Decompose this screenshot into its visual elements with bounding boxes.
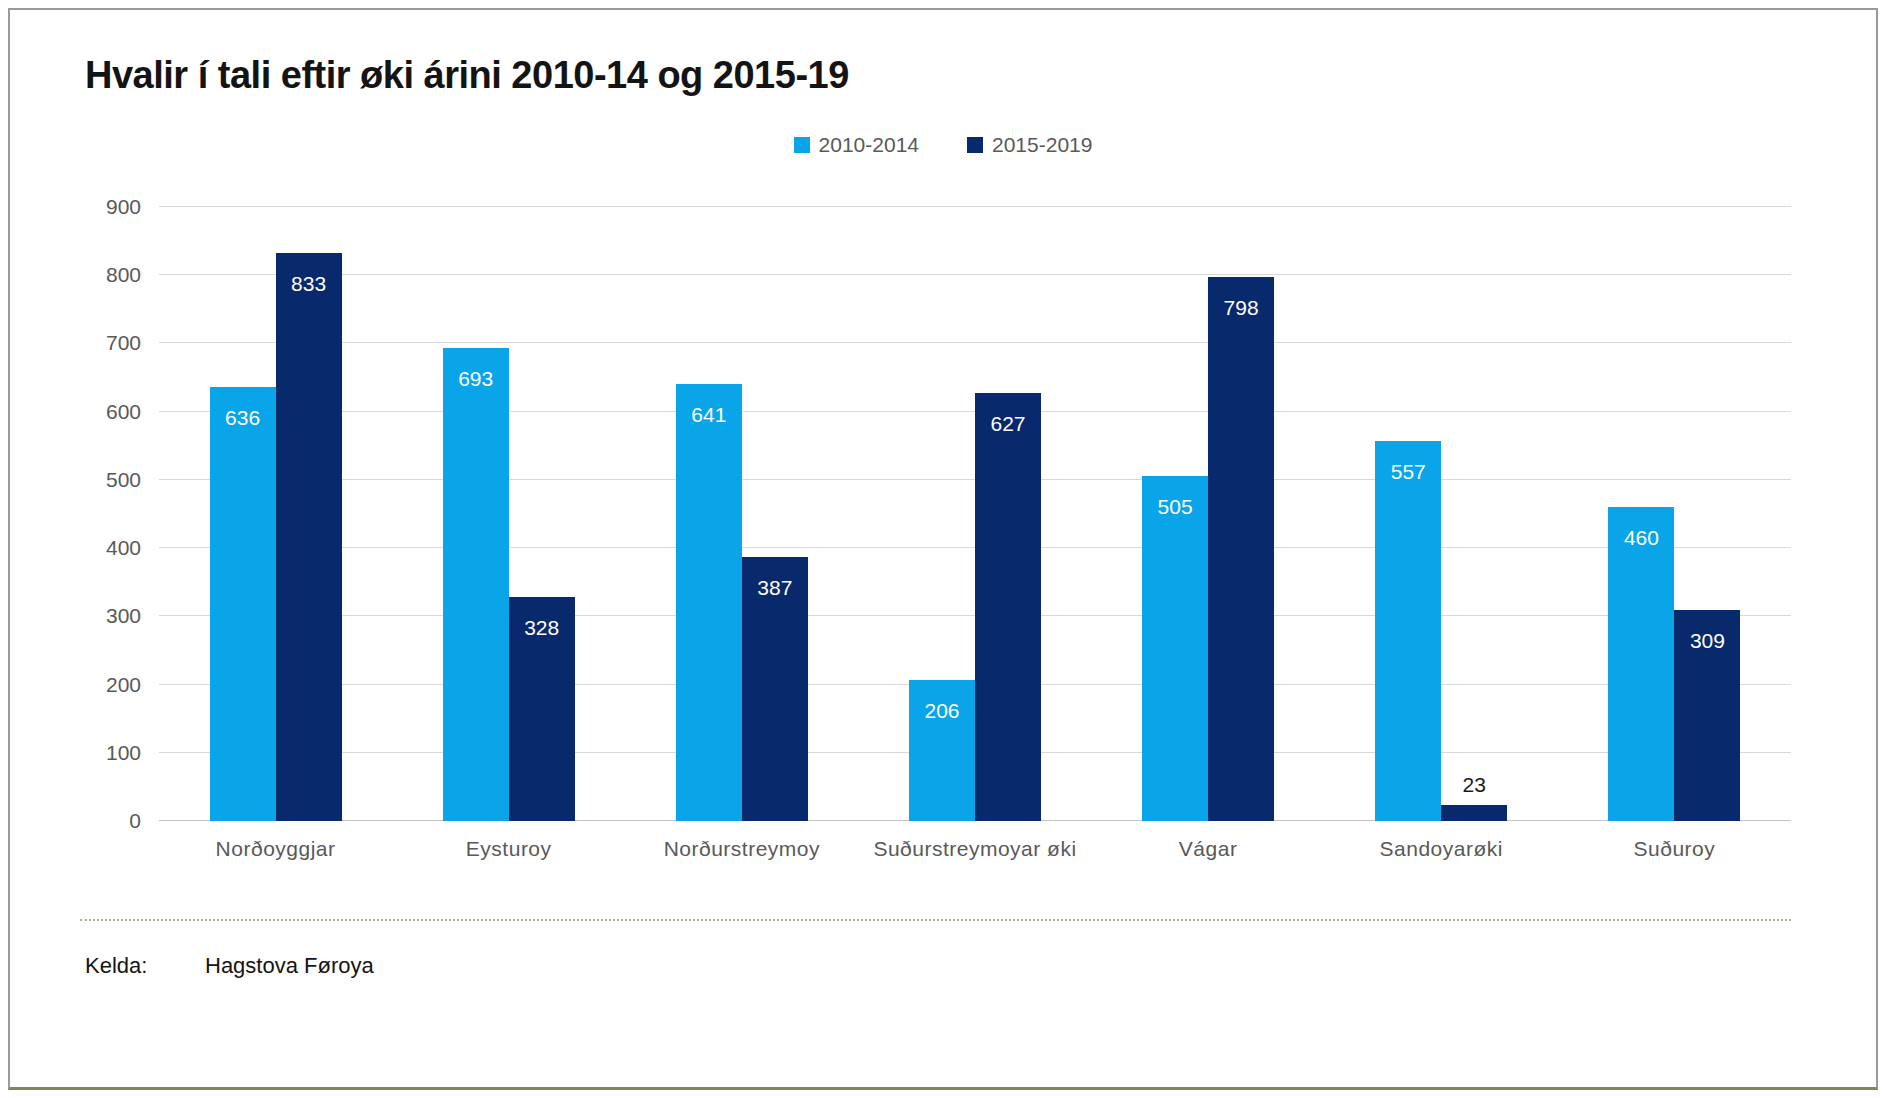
- source-footer: Kelda: Hagstova Føroya: [85, 953, 1876, 979]
- bar: 557: [1375, 441, 1441, 821]
- x-axis-category-label: Norðoyggjar: [159, 837, 392, 861]
- source-value: Hagstova Føroya: [205, 953, 374, 979]
- bar: 23: [1441, 805, 1507, 821]
- bar-group: 206 627: [858, 207, 1091, 821]
- bar: 206: [909, 680, 975, 821]
- y-axis-tick-label: 100: [106, 741, 141, 765]
- bar-value-label: 627: [975, 412, 1041, 436]
- bar-value-label: 693: [443, 367, 509, 391]
- y-axis-tick-label: 200: [106, 673, 141, 697]
- x-axis-category-label: Suðurstreymoyar øki: [858, 837, 1091, 861]
- legend-label: 2010-2014: [819, 133, 919, 157]
- bar-value-label: 460: [1608, 526, 1674, 550]
- chart-title: Hvalir í tali eftir øki árini 2010-14 og…: [85, 54, 1876, 97]
- bar-value-label: 833: [276, 272, 342, 296]
- bar-group: 636 833: [159, 207, 392, 821]
- bar-groups: 636 833 693 328 641 387 206 627 505 798 557 23 460 30…: [159, 207, 1791, 821]
- bar: 641: [676, 384, 742, 821]
- x-axis-category-label: Vágar: [1092, 837, 1325, 861]
- y-axis-tick-label: 900: [106, 195, 141, 219]
- bar-group: 505 798: [1092, 207, 1325, 821]
- bar-group: 557 23: [1325, 207, 1558, 821]
- y-axis: 0100200300400500600700800900: [95, 207, 141, 821]
- bar: 693: [443, 348, 509, 821]
- plot-area: 636 833 693 328 641 387 206 627 505 798 557 23 460 30…: [159, 207, 1791, 821]
- bar-value-label: 636: [210, 406, 276, 430]
- bar-value-label: 387: [742, 576, 808, 600]
- source-divider: [80, 919, 1791, 921]
- legend-label: 2015-2019: [992, 133, 1092, 157]
- bar: 627: [975, 393, 1041, 821]
- bar: 309: [1674, 610, 1740, 821]
- bar: 833: [276, 253, 342, 821]
- bar-value-label: 23: [1441, 773, 1507, 797]
- bar-group: 693 328: [392, 207, 625, 821]
- y-axis-tick-label: 700: [106, 331, 141, 355]
- bar: 636: [210, 387, 276, 821]
- bar-value-label: 557: [1375, 460, 1441, 484]
- bar: 328: [509, 597, 575, 821]
- y-axis-tick-label: 0: [129, 809, 141, 833]
- bar: 387: [742, 557, 808, 821]
- bar-value-label: 309: [1674, 629, 1740, 653]
- y-axis-tick-label: 300: [106, 604, 141, 628]
- x-axis-category-label: Sandoyarøki: [1325, 837, 1558, 861]
- bar-value-label: 798: [1208, 296, 1274, 320]
- bar: 798: [1208, 277, 1274, 821]
- y-axis-tick-label: 800: [106, 263, 141, 287]
- y-axis-tick-label: 400: [106, 536, 141, 560]
- bar-value-label: 641: [676, 403, 742, 427]
- legend-item: 2010-2014: [794, 133, 919, 157]
- bar-value-label: 505: [1142, 495, 1208, 519]
- plot-column: 636 833 693 328 641 387 206 627 505 798 557 23 460 30…: [159, 207, 1791, 861]
- x-axis: NorðoyggjarEysturoyNorðurstreymoySuðurst…: [159, 837, 1791, 861]
- source-label: Kelda:: [85, 953, 205, 979]
- legend-swatch-icon: [794, 137, 810, 153]
- x-axis-category-label: Suðuroy: [1558, 837, 1791, 861]
- bar: 505: [1142, 476, 1208, 821]
- bar-value-label: 328: [509, 616, 575, 640]
- legend-swatch-icon: [967, 137, 983, 153]
- y-axis-tick-label: 500: [106, 468, 141, 492]
- x-axis-category-label: Eysturoy: [392, 837, 625, 861]
- x-axis-category-label: Norðurstreymoy: [625, 837, 858, 861]
- bar-value-label: 206: [909, 699, 975, 723]
- y-axis-tick-label: 600: [106, 400, 141, 424]
- bar-group: 641 387: [625, 207, 858, 821]
- legend: 2010-2014 2015-2019: [10, 133, 1876, 157]
- slide-frame: Hvalir í tali eftir øki árini 2010-14 og…: [8, 8, 1878, 1090]
- bar: 460: [1608, 507, 1674, 821]
- bar-group: 460 309: [1558, 207, 1791, 821]
- chart: 0100200300400500600700800900 63683369332…: [10, 207, 1876, 861]
- legend-item: 2015-2019: [967, 133, 1092, 157]
